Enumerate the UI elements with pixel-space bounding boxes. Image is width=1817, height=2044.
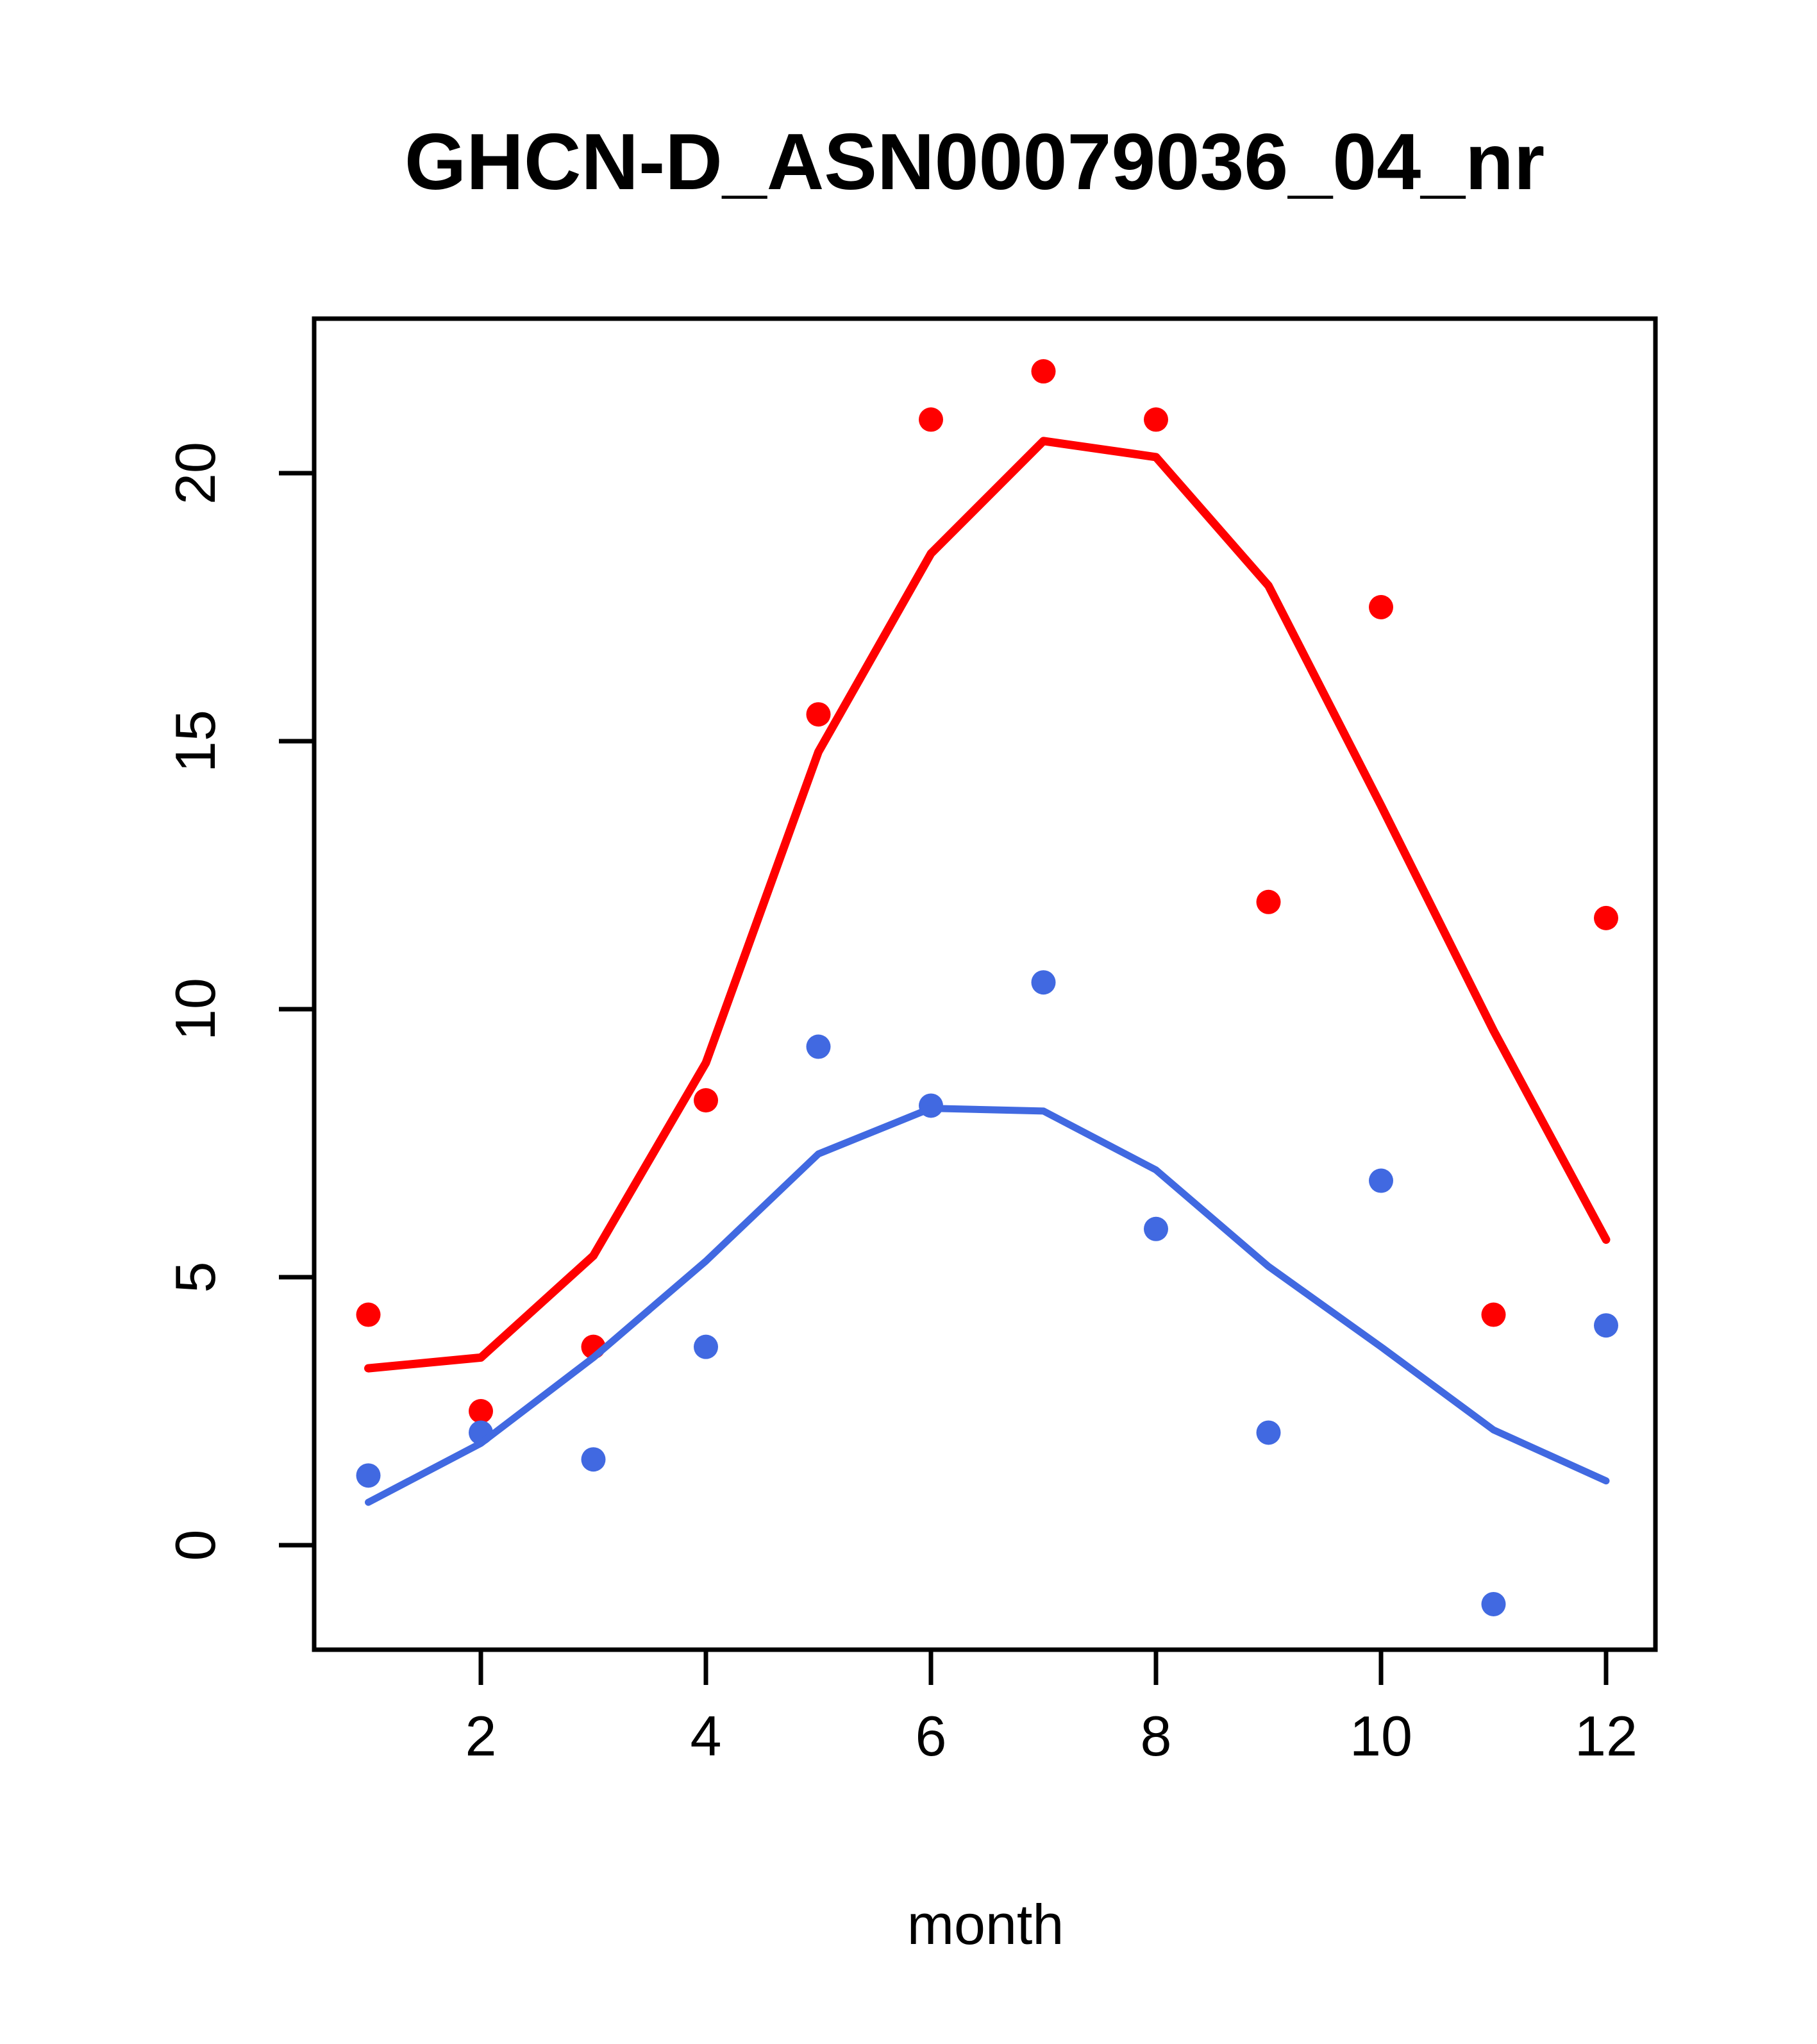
red-point: [694, 1088, 718, 1113]
x-tick-label: 2: [465, 1704, 497, 1768]
blue-point: [694, 1334, 718, 1359]
blue-point: [1256, 1420, 1281, 1445]
x-tick-label: 12: [1575, 1704, 1637, 1768]
plot-frame: [312, 316, 1658, 1652]
blue-point: [1481, 1591, 1506, 1616]
blue-point: [1144, 1216, 1168, 1241]
blue-point: [1594, 1313, 1618, 1338]
plot-area: 2 4 6 8 10 12 0 5 10 15 20: [163, 316, 1658, 1768]
x-tick-label: 4: [691, 1704, 722, 1768]
blue-point: [1369, 1168, 1393, 1193]
red-point: [1369, 595, 1393, 619]
y-tick-label: 20: [163, 442, 227, 505]
red-point: [1256, 889, 1281, 914]
x-tick-label: 10: [1350, 1704, 1412, 1768]
blue-smooth-line: [365, 1105, 1610, 1506]
y-tick-label: 5: [163, 1262, 227, 1293]
y-tick-label: 15: [163, 710, 227, 773]
blue-point: [806, 1034, 831, 1059]
red-point: [469, 1399, 493, 1423]
blue-point: [1031, 970, 1056, 995]
red-point: [1481, 1302, 1506, 1327]
x-tick-label: 8: [1141, 1704, 1172, 1768]
x-axis-label: month: [907, 1893, 1064, 1956]
red-point: [1594, 905, 1618, 930]
blue-point: [356, 1463, 381, 1488]
red-point: [1031, 359, 1056, 384]
chart-title: GHCN-D_ASN00079036_04_nr: [405, 118, 1545, 206]
red-point: [806, 702, 831, 727]
y-tick-label: 0: [163, 1530, 227, 1561]
blue-point: [581, 1447, 606, 1472]
red-point: [356, 1302, 381, 1327]
red-point: [919, 407, 943, 432]
y-tick-label: 10: [163, 978, 227, 1041]
red-point: [1144, 407, 1168, 432]
x-tick-label: 6: [916, 1704, 947, 1768]
red-smooth-line: [364, 437, 1611, 1373]
